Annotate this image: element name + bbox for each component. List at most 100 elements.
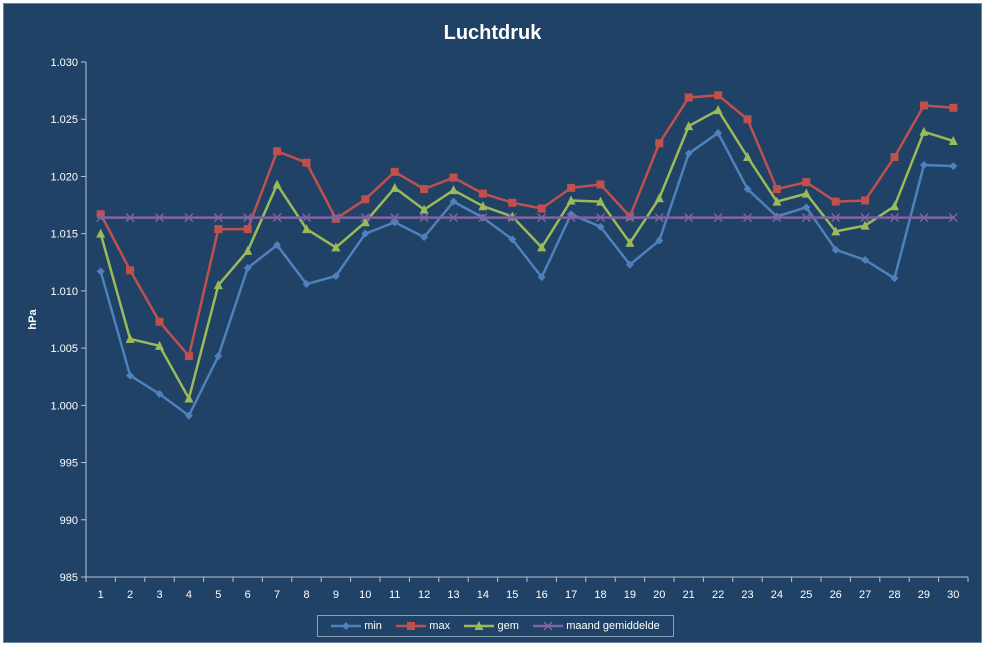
data-point-max <box>802 178 811 187</box>
data-point-gem <box>919 126 929 136</box>
data-point-max <box>743 115 752 124</box>
y-tick-label: 1.015 <box>50 229 78 241</box>
data-point-max <box>949 103 958 112</box>
data-point-max <box>420 185 429 194</box>
x-tick-label: 15 <box>506 589 518 601</box>
y-tick-label: 1.010 <box>50 286 78 298</box>
x-tick-label: 13 <box>447 589 459 601</box>
x-tick-label: 29 <box>918 589 930 601</box>
data-point-maand-gemiddelde <box>801 213 811 223</box>
data-point-gem <box>713 105 723 115</box>
series-line-max <box>99 93 954 358</box>
data-point-min <box>302 280 311 289</box>
data-point-gem <box>596 196 605 206</box>
data-point-max <box>478 189 487 198</box>
data-point-min <box>96 267 105 276</box>
x-tick-label: 18 <box>594 589 606 601</box>
data-point-max <box>890 152 899 161</box>
plot-area: 9859909951.0001.0051.0101.0151.0201.0251… <box>27 57 969 601</box>
data-point-maand-gemiddelde <box>889 213 900 223</box>
data-point-max <box>714 91 723 100</box>
data-point-min <box>243 264 252 272</box>
data-point-maand-gemiddelde <box>537 213 547 223</box>
data-point-gem <box>184 393 194 403</box>
data-point-gem <box>566 195 576 205</box>
data-point-min <box>890 274 899 283</box>
data-point-min <box>655 236 664 245</box>
data-point-max <box>214 225 223 234</box>
data-point-max <box>155 317 164 326</box>
data-point-min <box>508 235 517 244</box>
data-point-maand-gemiddelde <box>625 213 635 223</box>
data-point-gem <box>684 121 694 131</box>
data-point-maand-gemiddelde <box>272 213 282 223</box>
y-tick-label: 990 <box>60 515 78 527</box>
series-line-min <box>99 131 954 417</box>
data-point-gem <box>331 242 341 252</box>
data-point-maand-gemiddelde <box>125 213 135 223</box>
x-tick-label: 25 <box>800 589 812 601</box>
x-tick-label: 30 <box>947 589 959 601</box>
data-point-min <box>684 149 693 158</box>
data-point-maand-gemiddelde <box>860 213 870 223</box>
data-point-max <box>449 173 458 182</box>
data-point-min <box>214 352 223 361</box>
data-point-max <box>596 180 605 189</box>
data-point-min <box>126 371 135 380</box>
data-point-maand-gemiddelde <box>390 213 400 223</box>
data-point-gem <box>272 179 282 189</box>
y-tick-label: 1.020 <box>50 171 78 183</box>
x-tick-label: 14 <box>477 589 489 601</box>
data-point-max <box>273 147 282 156</box>
data-point-min <box>331 272 340 281</box>
x-tick-label: 8 <box>303 589 309 601</box>
legend-label-gem: gem <box>497 620 519 632</box>
data-point-gem <box>96 228 106 238</box>
x-tick-label: 16 <box>536 589 548 601</box>
data-point-max <box>361 195 370 204</box>
data-point-gem <box>625 237 635 247</box>
data-point-maand-gemiddelde <box>507 213 517 223</box>
data-point-min <box>861 255 870 264</box>
data-point-gem <box>654 193 664 203</box>
data-point-max <box>537 204 546 213</box>
data-point-maand-gemiddelde <box>331 213 341 223</box>
data-point-min <box>155 389 164 398</box>
data-point-maand-gemiddelde <box>742 213 753 223</box>
data-point-min <box>831 245 840 254</box>
x-tick-label: 23 <box>741 589 753 601</box>
legend-swatch-min <box>331 622 362 630</box>
data-point-min <box>184 411 193 420</box>
legend-item-min: min <box>331 620 382 632</box>
x-tick-label: 12 <box>418 589 430 601</box>
y-tick-label: 995 <box>60 458 78 470</box>
data-point-max <box>302 158 311 167</box>
data-point-min <box>919 161 928 169</box>
series-line-gem <box>99 108 954 400</box>
data-point-gem <box>831 226 841 236</box>
x-tick-label: 27 <box>859 589 871 601</box>
x-tick-label: 9 <box>333 589 339 601</box>
data-point-maand-gemiddelde <box>654 213 664 223</box>
x-tick-label: 21 <box>683 589 695 601</box>
data-point-gem <box>478 201 488 211</box>
chart-legend: min max gem maand gemiddelde <box>317 615 674 637</box>
legend-swatch-maand-gemiddelde <box>533 621 564 631</box>
legend-label-max: max <box>429 620 451 632</box>
data-point-min <box>625 260 634 269</box>
x-tick-label: 22 <box>712 589 724 601</box>
data-point-maand-gemiddelde <box>919 213 929 223</box>
data-point-max <box>861 196 870 205</box>
data-point-min <box>596 222 605 231</box>
x-tick-label: 5 <box>215 589 221 601</box>
data-point-min <box>802 203 811 212</box>
data-point-maand-gemiddelde <box>301 213 312 223</box>
legend-swatch-gem <box>464 621 495 630</box>
data-point-gem <box>890 201 899 211</box>
data-point-min <box>743 185 752 194</box>
data-point-gem <box>419 204 429 214</box>
data-point-maand-gemiddelde <box>419 213 429 223</box>
data-point-min <box>714 128 723 137</box>
x-tick-label: 20 <box>653 589 665 601</box>
y-tick-label: 985 <box>60 572 78 584</box>
